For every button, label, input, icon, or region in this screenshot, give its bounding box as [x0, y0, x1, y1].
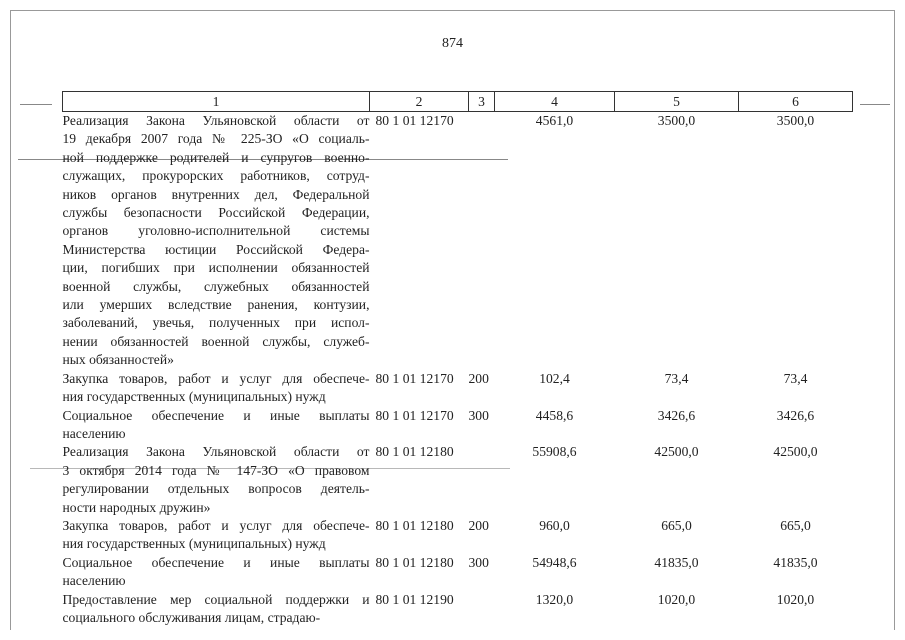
description-line: ных обязанностей» — [62, 352, 174, 368]
description-line: населению — [62, 425, 126, 441]
column-header-4: 4 — [494, 91, 615, 112]
description-line: военной службы, служебных обязанностей — [62, 278, 370, 294]
value-col5: 1020,0 — [657, 591, 696, 607]
value-col4: 960,0 — [539, 517, 570, 533]
row-code: 80 1 01 12170 — [375, 370, 454, 386]
value-col4: 1320,0 — [535, 591, 574, 607]
row-code: 80 1 01 12170 — [375, 113, 454, 128]
row-description: Реализация Закона Ульяновской области от… — [63, 443, 370, 517]
row-type: 300 — [468, 407, 489, 423]
description-line: ния государственных (муниципальных) нужд — [62, 536, 326, 552]
value-col6: 3500,0 — [776, 113, 815, 128]
description-line: Предоставление мер социальной поддержки … — [62, 591, 370, 607]
description-line: ции, погибших при исполнении обязанносте… — [62, 260, 370, 276]
description-line: Закупка товаров, работ и услуг для обесп… — [62, 517, 370, 533]
description-line: службы безопасности Российской Федерации… — [62, 205, 370, 221]
scan-edge-left — [10, 10, 11, 630]
description-line: заболеваний, увечья, полученных при испо… — [62, 315, 370, 331]
column-header-1: 1 — [62, 91, 370, 112]
description-line: ников органов внутренних дел, Федерально… — [62, 186, 370, 202]
row-type: 300 — [468, 554, 489, 570]
description-line: Министерства юстиции Российской Федера- — [62, 241, 370, 257]
description-line: Социальное обеспечение и иные выплаты — [62, 407, 370, 423]
row-description: Реализация Закона Ульяновской области от… — [63, 112, 370, 370]
value-col6: 1020,0 — [776, 591, 815, 607]
table-row: Реализация Закона Ульяновской области от… — [63, 443, 853, 517]
description-line: ности народных дружин» — [62, 499, 211, 515]
description-line: населению — [62, 573, 126, 589]
page-number: 874 — [442, 36, 463, 51]
column-header-2: 2 — [369, 91, 469, 112]
description-line: Закупка товаров, работ и услуг для обесп… — [62, 370, 370, 386]
column-header-3: 3 — [468, 91, 495, 112]
description-line: Социальное обеспечение и иные выплаты — [62, 554, 370, 570]
scan-artifact — [860, 104, 890, 105]
column-header-5: 5 — [614, 91, 739, 112]
value-col4: 55908,6 — [532, 444, 577, 460]
row-description: Социальное обеспечение и иные выплаты нас… — [63, 554, 370, 591]
row-description: Закупка товаров, работ и услуг для обесп… — [63, 370, 370, 407]
description-line: 19 декабря 2007 года № 225-ЗО «О социаль… — [62, 131, 370, 147]
value-col5: 665,0 — [661, 517, 692, 533]
row-description: Закупка товаров, работ и услуг для обесп… — [63, 517, 370, 554]
value-col6: 3426,6 — [776, 407, 815, 423]
value-col5: 73,4 — [664, 370, 689, 386]
table-row: Закупка товаров, работ и услуг для обесп… — [63, 370, 853, 407]
scan-artifact — [20, 104, 52, 105]
description-line: Реализация Закона Ульяновской области от — [62, 113, 370, 128]
description-line: или умерших вследствие ранения, контузии… — [62, 297, 370, 313]
value-col4: 54948,6 — [532, 554, 577, 570]
value-col6: 665,0 — [780, 517, 811, 533]
description-line: ния государственных (муниципальных) нужд — [62, 389, 326, 405]
row-type — [469, 443, 495, 517]
value-col5: 3500,0 — [657, 113, 696, 128]
scan-artifact — [18, 159, 508, 160]
row-type — [469, 591, 495, 628]
row-code: 80 1 01 12190 — [375, 591, 454, 607]
row-type: 200 — [468, 517, 489, 533]
description-line: Реализация Закона Ульяновской области от — [62, 444, 370, 460]
description-line: ной поддержке родителей и супругов военн… — [62, 149, 370, 165]
table-row: Предоставление мер социальной поддержки … — [63, 591, 853, 628]
row-description: Предоставление мер социальной поддержки … — [63, 591, 370, 628]
row-type — [469, 112, 495, 370]
description-line: служащих, прокурорских работников, сотру… — [62, 168, 370, 184]
value-col5: 41835,0 — [654, 554, 699, 570]
description-line: регулировании отдельных вопросов деятель… — [62, 481, 370, 497]
scan-artifact — [30, 468, 510, 469]
row-description: Социальное обеспечение и иные выплаты нас… — [63, 407, 370, 444]
row-code: 80 1 01 12170 — [375, 407, 454, 423]
table-row: Реализация Закона Ульяновской области от… — [63, 112, 853, 370]
value-col6: 41835,0 — [773, 554, 818, 570]
value-col4: 4561,0 — [535, 113, 574, 128]
value-col4: 4458,6 — [535, 407, 574, 423]
row-type: 200 — [468, 370, 489, 386]
scan-edge-right — [894, 10, 895, 630]
value-col5: 3426,6 — [657, 407, 696, 423]
column-header-6: 6 — [738, 91, 853, 112]
description-line: 3 октября 2014 года № 147-ЗО «О правовом — [62, 462, 370, 478]
row-code: 80 1 01 12180 — [375, 554, 454, 570]
value-col6: 42500,0 — [773, 444, 818, 460]
description-line: органов уголовно-исполнительной системы — [62, 223, 370, 239]
description-line: социального обслуживания лицам, страдаю- — [62, 609, 321, 625]
description-line: нении обязанностей военной службы, служе… — [62, 333, 370, 349]
scan-edge-top — [10, 10, 895, 11]
table-row: Закупка товаров, работ и услуг для обесп… — [63, 517, 853, 554]
table-row: Социальное обеспечение и иные выплаты нас… — [63, 407, 853, 444]
value-col4: 102,4 — [539, 370, 570, 386]
row-code: 80 1 01 12180 — [375, 517, 454, 533]
value-col6: 73,4 — [783, 370, 808, 386]
row-code: 80 1 01 12180 — [375, 444, 454, 460]
table-row: Социальное обеспечение и иные выплаты нас… — [63, 554, 853, 591]
value-col5: 42500,0 — [654, 444, 699, 460]
